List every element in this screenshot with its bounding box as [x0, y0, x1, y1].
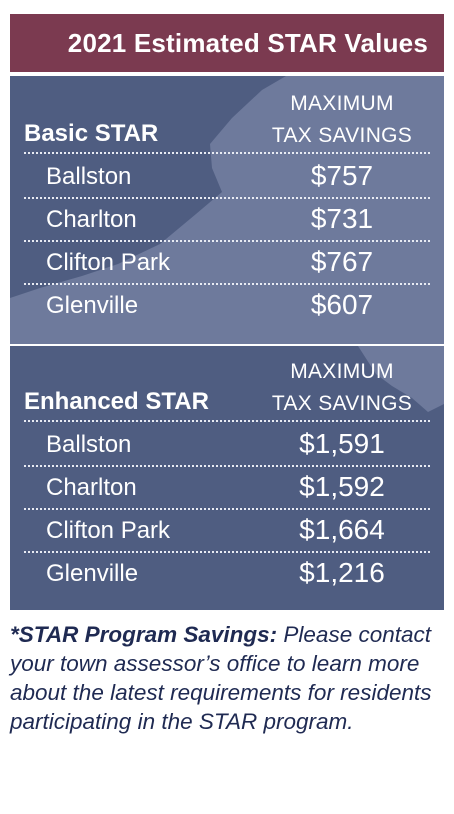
town-name: Ballston [46, 163, 132, 190]
table-row: Glenville $607 [24, 286, 430, 328]
savings-value: $1,664 [299, 514, 385, 545]
table-row: Ballston $757 [24, 157, 430, 199]
basic-star-heading: Basic STAR [24, 120, 159, 147]
savings-value: $1,591 [299, 428, 385, 459]
basic-star-section: MAXIMUM Basic STAR TAX SAVINGS Ballston … [10, 76, 444, 344]
town-name: Charlton [46, 206, 137, 233]
table-row: Charlton $731 [24, 200, 430, 242]
enhanced-star-section: MAXIMUM Enhanced STAR TAX SAVINGS Ballst… [10, 346, 444, 610]
town-name: Clifton Park [46, 517, 171, 544]
table-row: Clifton Park $1,664 [24, 511, 430, 553]
town-name: Clifton Park [46, 249, 171, 276]
town-name: Ballston [46, 431, 132, 458]
max-savings-header-line2: TAX SAVINGS [271, 124, 413, 147]
table-row: Clifton Park $767 [24, 243, 430, 285]
enhanced-header-row: Enhanced STAR TAX SAVINGS [24, 384, 430, 422]
savings-value: $607 [310, 289, 374, 320]
table-row: Charlton $1,592 [24, 468, 430, 510]
footnote-body: Please contact your town assessor’s offi… [10, 622, 432, 734]
savings-value: $1,592 [299, 471, 385, 502]
savings-value: $757 [310, 160, 374, 191]
footnote: *STAR Program Savings: Please contact yo… [10, 620, 444, 736]
table-row: Glenville $1,216 [24, 554, 430, 596]
enhanced-star-heading: Enhanced STAR [24, 388, 209, 415]
max-savings-header-line1: MAXIMUM [290, 360, 394, 383]
savings-value: $1,216 [299, 557, 385, 588]
footnote-lead: *STAR Program Savings: [10, 622, 278, 647]
max-savings-header-line2: TAX SAVINGS [271, 392, 413, 415]
title-banner: 2021 Estimated STAR Values [10, 14, 444, 72]
max-savings-header-line1: MAXIMUM [290, 92, 394, 115]
town-name: Glenville [46, 292, 139, 319]
basic-header-row: Basic STAR TAX SAVINGS [24, 116, 430, 154]
table-row: Ballston $1,591 [24, 425, 430, 467]
savings-value: $731 [310, 203, 374, 234]
town-name: Glenville [46, 560, 139, 587]
savings-value: $767 [310, 246, 374, 277]
town-name: Charlton [46, 474, 137, 501]
page-title: 2021 Estimated STAR Values [67, 27, 428, 58]
